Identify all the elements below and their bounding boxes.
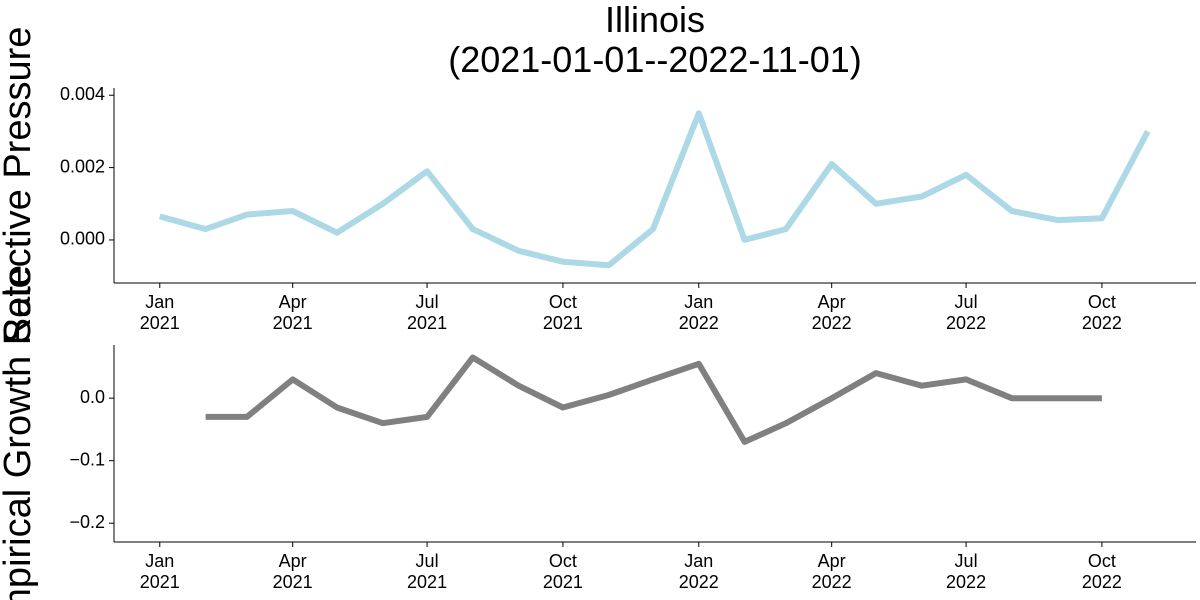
x-tick-label: Oct 2021 xyxy=(542,551,583,592)
x-tick-label: Apr 2022 xyxy=(811,551,852,592)
y-tick-label: −0.1 xyxy=(69,449,105,469)
x-tick-label: Jul 2022 xyxy=(946,551,987,592)
y-tick-label: 0.002 xyxy=(60,156,105,176)
y-tick-label: 0.000 xyxy=(60,229,105,249)
x-tick-label: Oct 2022 xyxy=(1081,551,1122,592)
x-tick-label: Jul 2021 xyxy=(407,551,448,592)
x-tick-label: Oct 2021 xyxy=(542,292,583,333)
x-tick-label: Oct 2022 xyxy=(1081,292,1122,333)
x-tick-label: Apr 2022 xyxy=(811,292,852,333)
chart-title: Illinois (2021-01-01--2022-11-01) xyxy=(448,0,862,80)
x-tick-label: Apr 2021 xyxy=(272,292,313,333)
data-line xyxy=(205,354,1102,445)
x-tick-label: Jul 2022 xyxy=(946,292,987,333)
y-tick-label: 0.004 xyxy=(60,84,105,104)
x-tick-label: Jan 2021 xyxy=(139,551,180,592)
y-axis-label: Empirical Growth Rate xyxy=(0,265,39,600)
y-axis-label: Selective Pressure xyxy=(0,27,39,344)
data-line xyxy=(158,110,1151,269)
x-tick-label: Jul 2021 xyxy=(407,292,448,333)
x-tick-label: Jan 2022 xyxy=(678,551,719,592)
y-tick-label: 0.0 xyxy=(80,387,105,407)
y-tick-label: −0.2 xyxy=(69,512,105,532)
x-tick-label: Apr 2021 xyxy=(272,551,313,592)
x-tick-label: Jan 2022 xyxy=(678,292,719,333)
x-tick-label: Jan 2021 xyxy=(139,292,180,333)
